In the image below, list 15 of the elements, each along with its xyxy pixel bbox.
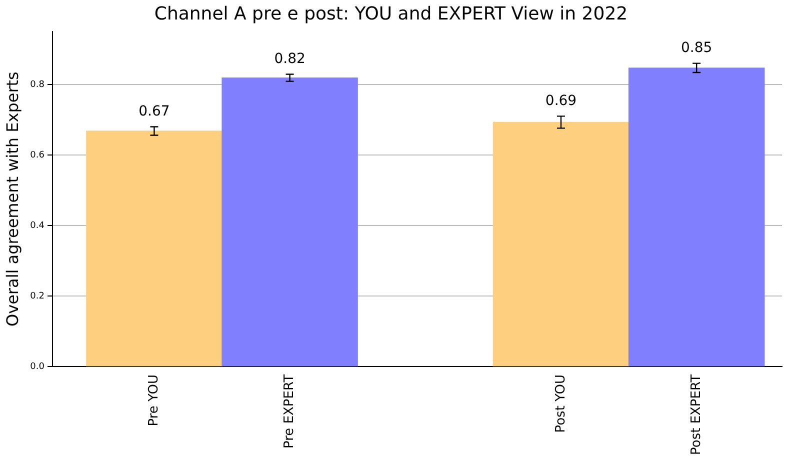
x-tick-label: Post YOU <box>553 374 568 433</box>
data-label: 0.69 <box>545 92 577 109</box>
data-label: 0.67 <box>138 103 170 120</box>
data-label: 0.82 <box>274 50 306 67</box>
x-tick-label: Post EXPERT <box>688 374 704 456</box>
y-axis-title: Overall agreement with Experts <box>2 72 22 326</box>
data-label: 0.85 <box>680 40 712 56</box>
y-tick-label: 0.8 <box>30 80 45 90</box>
y-tick-label: 0.4 <box>30 220 45 231</box>
chart-title: Channel A pre e post: YOU and EXPERT View in 2022 <box>154 3 628 24</box>
y-tick-label: 0.2 <box>30 291 45 302</box>
x-tick-label: Pre YOU <box>146 374 162 426</box>
y-tick-label: 0.6 <box>30 150 45 160</box>
y-tick-label: 0.0 <box>30 362 45 372</box>
x-tick-label: Pre EXPERT <box>282 374 298 448</box>
